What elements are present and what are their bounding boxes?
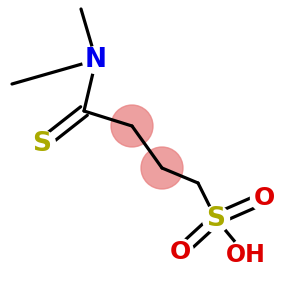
Circle shape bbox=[111, 105, 153, 147]
Circle shape bbox=[250, 184, 278, 212]
Text: O: O bbox=[169, 240, 190, 264]
Circle shape bbox=[28, 130, 56, 158]
Circle shape bbox=[82, 46, 109, 74]
Text: S: S bbox=[32, 131, 52, 157]
Text: S: S bbox=[206, 206, 226, 232]
Circle shape bbox=[202, 206, 230, 233]
Circle shape bbox=[141, 147, 183, 189]
Text: O: O bbox=[254, 186, 274, 210]
Circle shape bbox=[230, 238, 262, 272]
Circle shape bbox=[167, 238, 194, 266]
Text: OH: OH bbox=[226, 243, 266, 267]
Text: N: N bbox=[85, 47, 107, 73]
